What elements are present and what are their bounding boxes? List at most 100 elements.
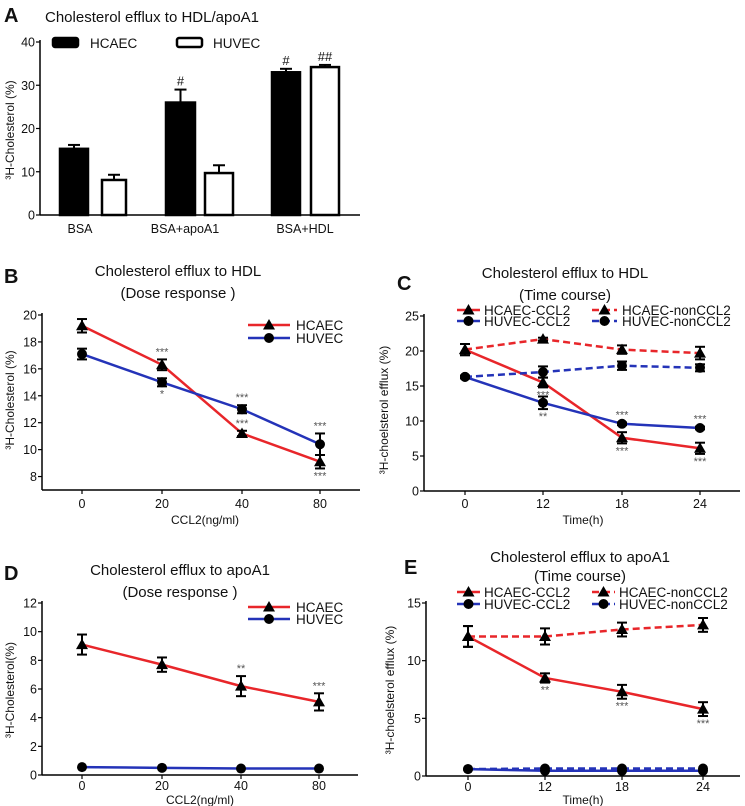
panel-letter: E	[404, 557, 417, 579]
y-tick-label: 8	[30, 654, 37, 668]
x-tick-label: 0	[465, 780, 472, 794]
significance-mark: *	[160, 388, 165, 400]
legend-label: HCAEC-nonCCL2	[619, 585, 728, 600]
data-point	[617, 360, 627, 371]
data-point	[694, 347, 706, 358]
x-tick-label: 18	[615, 780, 629, 794]
y-tick-label: 8	[30, 470, 37, 484]
significance-mark: **	[541, 685, 550, 697]
panel-d: D Cholesterol efflux to apoA1 (Dose respon…	[3, 562, 358, 806]
x-tick-label: 40	[234, 779, 248, 793]
x-tick-label: 24	[693, 497, 707, 511]
panel-b: B Cholesterol efflux to HDL (Dose response…	[3, 263, 360, 527]
data-point	[617, 418, 627, 429]
series-line-hcaec-nonccl2	[464, 337, 701, 355]
data-point	[76, 638, 88, 650]
legend-label: HUVEC-CCL2	[484, 314, 570, 329]
x-axis-label: CCL2(ng/ml)	[171, 513, 239, 527]
bar-huvec	[100, 178, 128, 217]
x-axis-label: CCL2(ng/ml)	[166, 793, 234, 806]
legend-label: HCAEC	[296, 600, 344, 615]
series-line-huvec-nonccl2	[467, 767, 703, 771]
y-tick-label: 16	[23, 362, 37, 376]
series-line-huvec-nonccl2	[464, 364, 701, 379]
y-tick-label: 25	[405, 310, 419, 324]
data-point	[314, 455, 326, 467]
series-line-huvec	[81, 765, 319, 770]
significance-mark: ***	[314, 420, 328, 432]
chart-title: (Time course)	[534, 568, 626, 585]
data-point	[537, 376, 549, 387]
data-point	[156, 658, 168, 670]
x-category-label: BSA+apoA1	[151, 222, 220, 236]
significance-mark: #	[177, 74, 185, 89]
panel-letter: C	[397, 273, 411, 295]
significance-mark: ***	[236, 418, 250, 430]
data-point	[539, 671, 551, 683]
chart-title: (Time course)	[519, 287, 611, 304]
chart-title: Cholesterol efflux to apoA1	[490, 549, 670, 566]
data-point	[617, 763, 627, 774]
panel-letter: A	[4, 5, 18, 27]
y-tick-label: 0	[30, 769, 37, 783]
data-point	[459, 343, 471, 355]
significance-mark: ***	[537, 389, 551, 401]
data-point	[156, 358, 168, 370]
legend-swatch	[175, 36, 204, 49]
y-tick-label: 5	[414, 712, 421, 726]
series-line-hcaec-nonccl2	[468, 623, 704, 638]
data-point	[236, 427, 248, 438]
data-point	[315, 439, 325, 450]
y-tick-label: 0	[414, 770, 421, 784]
y-axis-label: ³H-Cholesterol (%)	[3, 80, 17, 179]
y-axis-label: ³H-choelsterol efflux (%)	[377, 346, 391, 474]
series-line-hcaec	[81, 324, 321, 463]
y-tick-label: 14	[23, 389, 37, 403]
y-tick-label: 15	[407, 597, 421, 611]
y-tick-label: 10	[407, 654, 421, 668]
data-point	[616, 343, 628, 355]
panel-e: E Cholesterol efflux to apoA1 (Time course…	[383, 549, 740, 806]
bar-huvec	[309, 65, 341, 217]
data-point	[77, 762, 87, 773]
data-point	[460, 371, 470, 382]
data-point	[157, 377, 167, 388]
x-tick-label: 24	[696, 780, 710, 794]
x-tick-label: 18	[615, 497, 629, 511]
y-tick-label: 12	[23, 416, 37, 430]
data-point	[76, 319, 88, 331]
legend-label: HUVEC	[296, 331, 344, 346]
legend-label: HCAEC-CCL2	[484, 303, 570, 318]
y-tick-label: 12	[23, 597, 37, 611]
data-point	[236, 763, 246, 774]
data-point	[237, 404, 247, 415]
x-tick-label: 0	[79, 779, 86, 793]
series-line-hcaec-ccl2	[464, 348, 701, 450]
x-tick-label: 80	[313, 497, 327, 511]
y-tick-label: 6	[30, 683, 37, 697]
significance-mark: ***	[236, 392, 250, 404]
x-tick-label: 20	[155, 497, 169, 511]
y-tick-label: 10	[23, 443, 37, 457]
data-point	[616, 685, 628, 697]
legend-swatch	[51, 36, 80, 49]
data-point	[235, 680, 247, 691]
legend-marker	[263, 601, 275, 612]
series-line-hcaec-ccl2	[467, 635, 704, 711]
bar-hcaec	[270, 71, 302, 217]
y-tick-label: 0	[28, 209, 35, 223]
x-axis-label: Time(h)	[563, 513, 604, 527]
y-tick-label: 0	[412, 485, 419, 499]
x-category-label: BSA+HDL	[276, 222, 333, 236]
significance-mark: ***	[616, 445, 630, 457]
y-tick-label: 2	[30, 740, 37, 754]
data-point	[698, 763, 708, 774]
x-tick-label: 12	[538, 780, 552, 794]
data-point	[537, 333, 549, 344]
y-tick-label: 20	[23, 309, 37, 323]
x-axis-label: Time(h)	[563, 793, 604, 806]
data-point	[313, 695, 325, 707]
data-point	[463, 764, 473, 775]
panel-a: A Cholesterol efflux to HDL/apoA1 0 10 20 30 4…	[3, 5, 360, 236]
